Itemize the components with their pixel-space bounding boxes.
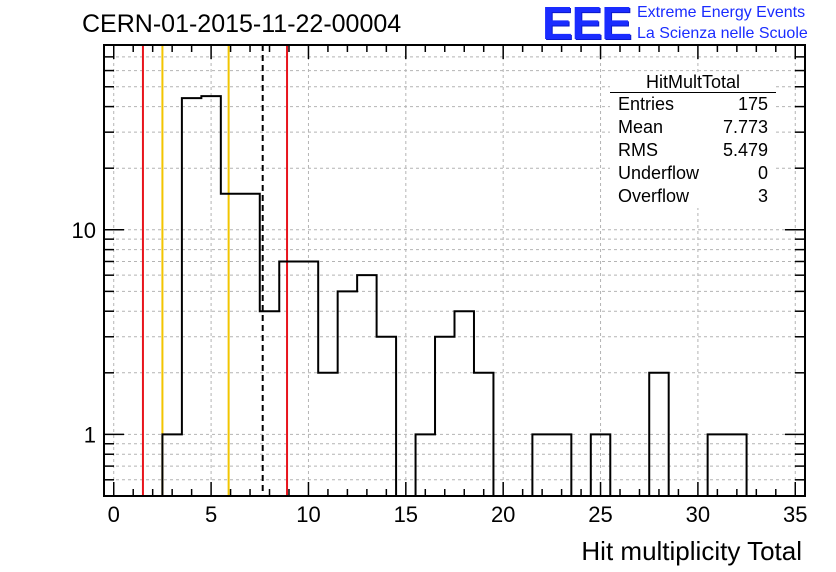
x-tick-label: 35	[783, 502, 807, 527]
stats-value: 5.479	[722, 140, 768, 160]
logo-line-2: La Scienza nelle Scuole	[637, 25, 808, 42]
histogram-bin-run	[589, 433, 612, 496]
x-tick-label: 0	[108, 502, 120, 527]
stats-value: 7.773	[722, 117, 768, 137]
stats-row-rms: RMS 5.479	[610, 139, 776, 162]
run-title: CERN-01-2015-11-22-00004	[82, 10, 402, 38]
stats-label: Underflow	[618, 163, 700, 183]
stats-title: HitMultTotal	[610, 72, 776, 93]
x-tick-label: 15	[394, 502, 418, 527]
stats-row-entries: Entries 175	[610, 93, 776, 116]
x-tick-label: 10	[296, 502, 320, 527]
x-tick-label: 25	[588, 502, 612, 527]
histogram-bin-run	[161, 95, 398, 496]
stats-row-underflow: Underflow 0	[610, 162, 776, 185]
eee-logo: EEE	[542, 0, 632, 49]
stats-value: 0	[757, 163, 768, 183]
logo-line-1: Extreme Energy Events	[637, 4, 806, 21]
x-tick-label: 5	[205, 502, 217, 527]
y-tick-label: 10	[72, 218, 96, 243]
stats-label: Entries	[618, 94, 675, 114]
histogram-bins	[161, 95, 748, 496]
stats-value: 3	[757, 186, 768, 206]
grid	[104, 45, 805, 496]
x-tick-label: 20	[491, 502, 515, 527]
stats-box: HitMultTotal Entries 175 Mean 7.773 RMS …	[610, 72, 776, 208]
stats-label: RMS	[618, 140, 658, 160]
stats-row-mean: Mean 7.773	[610, 116, 776, 139]
y-tick-label: 1	[84, 422, 96, 447]
stats-label: Overflow	[618, 186, 690, 206]
histogram-bin-run	[648, 371, 670, 496]
histogram-bin-run	[414, 310, 495, 496]
x-axis-label: Hit multiplicity Total	[581, 536, 802, 566]
stats-row-overflow: Overflow 3	[610, 185, 776, 208]
histogram-bin-run	[531, 433, 573, 496]
x-tick-label: 30	[686, 502, 710, 527]
reference-lines	[141, 45, 289, 496]
stats-value: 175	[737, 94, 768, 114]
histogram-bin-run	[706, 433, 748, 496]
plot-frame	[103, 44, 806, 497]
stats-label: Mean	[618, 117, 664, 137]
